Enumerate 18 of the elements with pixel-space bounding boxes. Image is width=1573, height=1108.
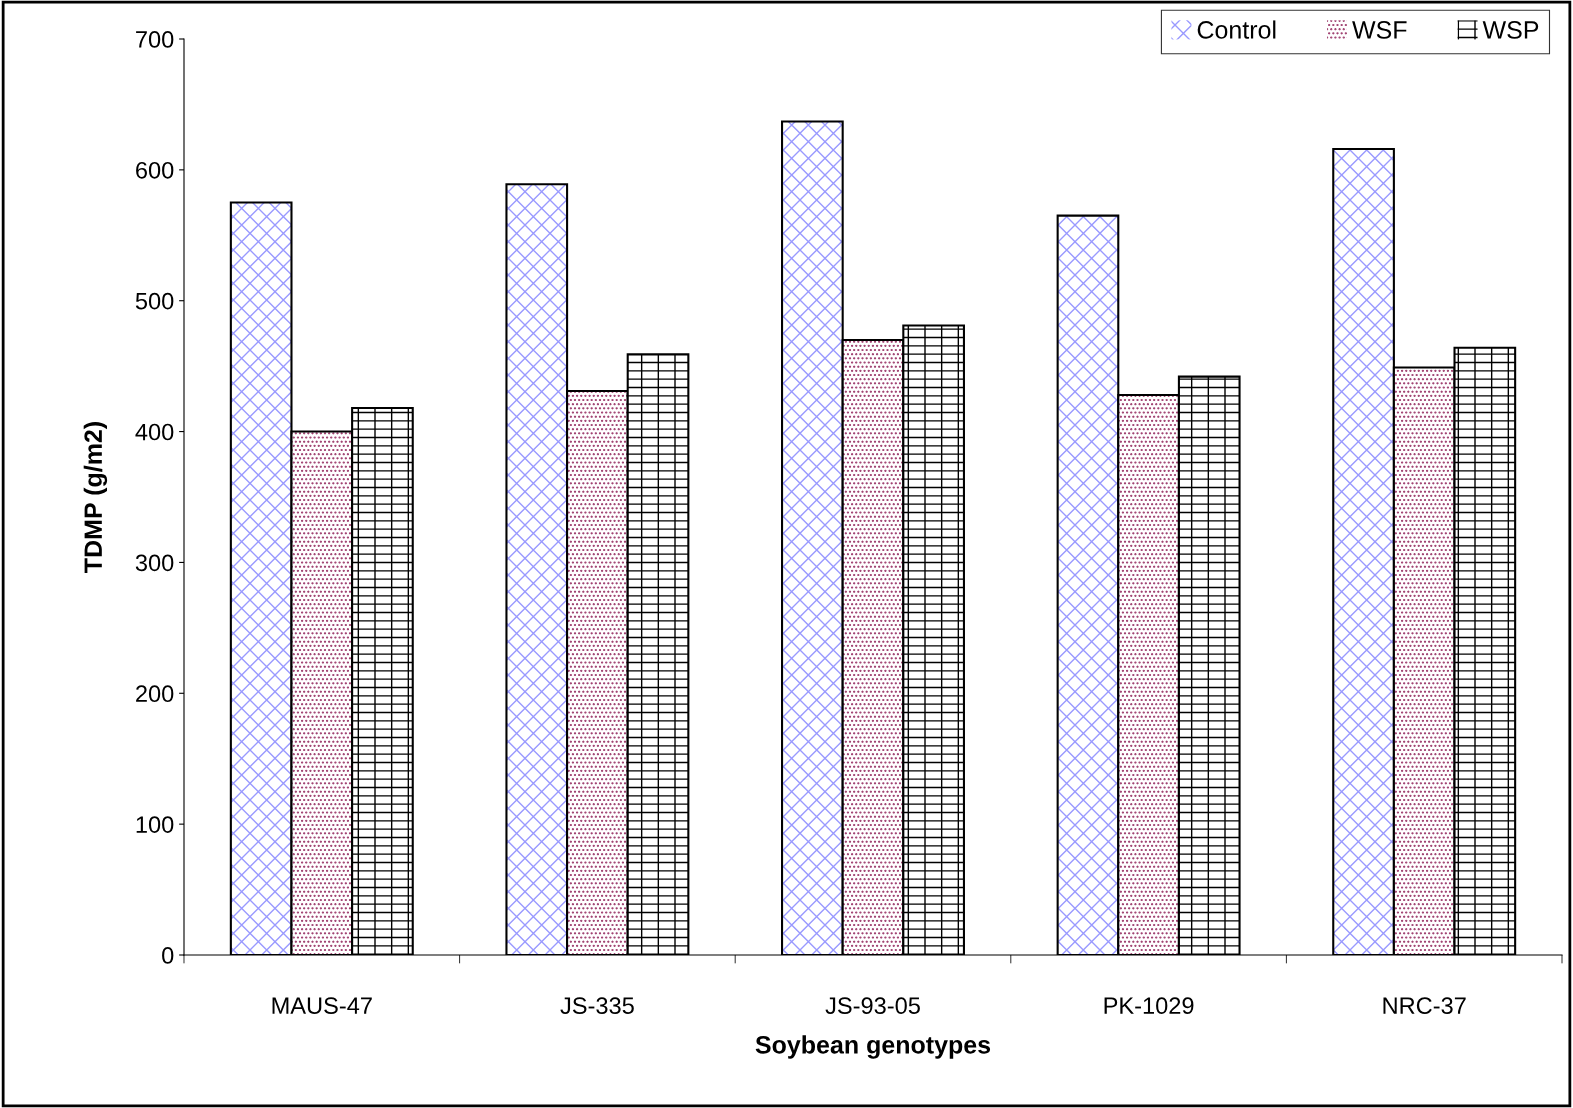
x-tick-label: JS-93-05 — [825, 997, 920, 1015]
y-tick-label: 200 — [136, 685, 174, 703]
y-tick-label: 300 — [135, 554, 174, 572]
x-tick-label: JS-335 — [560, 997, 634, 1015]
legend-label: Control — [1197, 20, 1276, 39]
y-tick-label: 500 — [135, 292, 174, 310]
y-tick-label: 700 — [136, 31, 174, 48]
legend-label: WSF — [1352, 21, 1407, 39]
x-tick-label: NRC-37 — [1383, 997, 1466, 1015]
y-tick-label: 400 — [135, 423, 174, 441]
legend-label: WSP — [1482, 21, 1539, 39]
x-tick-label: MAUS-47 — [272, 997, 372, 1015]
y-tick-label: 0 — [162, 947, 174, 964]
y-tick-label: 100 — [136, 816, 174, 833]
x-tick-label: PK-1029 — [1104, 997, 1194, 1015]
y-axis-title: TDMP (g/m2) — [83, 422, 108, 573]
x-axis-title: Soybean genotypes — [755, 1035, 991, 1059]
y-tick-label: 600 — [136, 161, 174, 179]
